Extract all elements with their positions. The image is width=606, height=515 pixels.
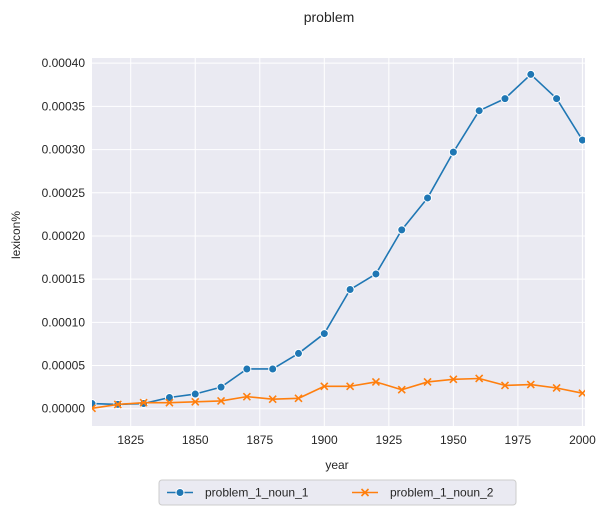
data-point	[242, 364, 252, 374]
data-point	[526, 69, 536, 79]
data-point	[448, 147, 458, 157]
data-point	[320, 382, 329, 391]
data-point	[294, 394, 303, 403]
x-tick-label: 1900	[311, 433, 338, 447]
data-point	[371, 269, 381, 279]
data-point	[345, 285, 355, 295]
data-point	[92, 404, 97, 413]
x-tick-label: 1975	[505, 433, 532, 447]
data-point	[423, 377, 432, 387]
data-point	[293, 348, 303, 358]
y-tick-label: 0.00005	[42, 359, 86, 373]
data-point	[268, 364, 278, 374]
y-tick-label: 0.00010	[42, 315, 86, 329]
data-point	[268, 395, 277, 404]
data-point	[216, 396, 226, 406]
y-tick-label: 0.00020	[42, 229, 86, 243]
data-point	[139, 398, 148, 407]
data-point	[423, 193, 433, 203]
x-tick-label: 1850	[182, 433, 209, 447]
series-line-2	[92, 377, 583, 410]
data-point	[242, 392, 251, 401]
data-point	[216, 382, 226, 392]
legend-label: problem_1_noun_2	[390, 486, 494, 500]
series-group	[92, 69, 585, 413]
chart-title: problem	[304, 9, 355, 25]
legend-label: problem_1_noun_1	[205, 486, 309, 500]
data-point	[552, 383, 561, 393]
data-point	[319, 329, 329, 339]
y-tick-label: 0.00035	[42, 99, 86, 113]
data-point	[113, 400, 122, 409]
legend-swatch-marker	[360, 488, 370, 497]
plot-area: 1825 1850 1875 1900 1925 1950 1975 2000 0.00000 0…	[42, 56, 596, 447]
data-point	[474, 106, 484, 116]
data-point	[449, 375, 458, 384]
legend-swatch-marker	[175, 488, 185, 497]
data-point	[552, 94, 562, 104]
y-tick-label: 0.00040	[42, 56, 86, 70]
y-tick-label: 0.00015	[42, 272, 86, 286]
data-point	[397, 385, 406, 394]
data-point	[475, 374, 484, 383]
x-tick-label: 1825	[117, 433, 144, 447]
data-point	[190, 389, 200, 399]
data-point	[500, 94, 510, 104]
data-point	[578, 389, 585, 398]
data-point	[397, 225, 407, 235]
legend: problem_1_noun_1 problem_1_noun_2	[158, 479, 517, 506]
data-point	[500, 381, 510, 390]
data-point	[165, 398, 174, 407]
data-point	[346, 382, 355, 391]
legend-box	[158, 479, 517, 506]
x-tick-label: 2000	[569, 433, 596, 447]
data-point	[191, 397, 200, 406]
x-tick-label: 1925	[375, 433, 402, 447]
x-tick-label: 1875	[246, 433, 273, 447]
x-tick-label: 1950	[440, 433, 467, 447]
data-point	[371, 377, 380, 387]
data-point	[577, 135, 585, 145]
x-axis-label: year	[325, 458, 348, 472]
y-axis-label: lexicon%	[9, 211, 23, 259]
y-tick-label: 0.00025	[42, 186, 86, 200]
data-point	[526, 380, 535, 389]
plot-background	[92, 58, 585, 426]
y-tick-label: 0.00030	[42, 143, 86, 157]
y-tick-label: 0.00000	[42, 402, 86, 416]
data-point	[164, 392, 174, 402]
